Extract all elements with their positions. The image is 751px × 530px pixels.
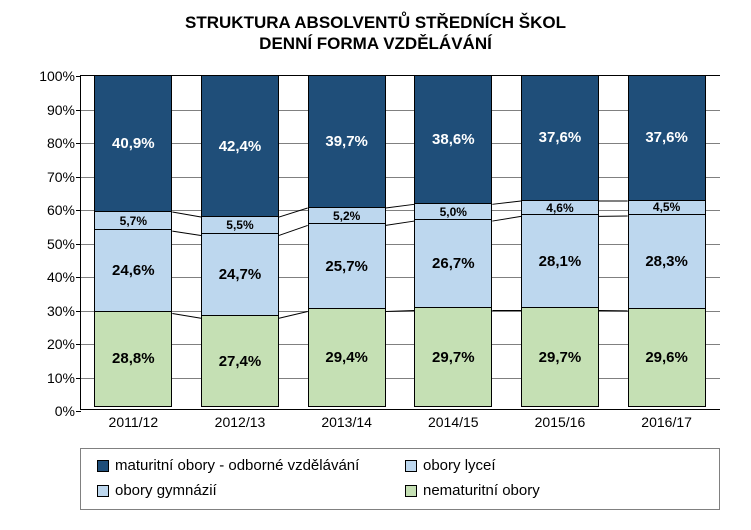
legend-swatch-maturitni	[97, 460, 109, 472]
x-axis-labels: 2011/122012/132013/142014/152015/162016/…	[80, 414, 720, 430]
y-axis-label: 100%	[29, 68, 75, 84]
bar-segment-nematuritni: 29,4%	[308, 308, 386, 406]
legend-item-gymn: obory gymnázií	[97, 482, 395, 499]
bar-segment-gymn: 24,7%	[201, 233, 279, 316]
y-axis-label: 50%	[29, 236, 75, 252]
x-axis-label: 2014/15	[400, 414, 507, 430]
y-axis-label: 80%	[29, 135, 75, 151]
bar-segment-lycei: 5,0%	[414, 203, 492, 220]
bar-segment-gymn: 24,6%	[94, 229, 172, 311]
bar-segment-maturitni: 40,9%	[94, 75, 172, 212]
bar-segment-nematuritni: 29,7%	[521, 307, 599, 406]
bar-segment-nematuritni: 28,8%	[94, 311, 172, 407]
bar-segment-maturitni: 38,6%	[414, 75, 492, 204]
legend-item-nematuritni: nematuritní obory	[405, 482, 703, 499]
chart-title-line2: DENNÍ FORMA VZDĚLÁVÁNÍ	[0, 33, 751, 54]
x-axis-label: 2013/14	[293, 414, 400, 430]
legend-label: maturitní obory - odborné vzdělávání	[115, 457, 359, 474]
y-axis-label: 90%	[29, 102, 75, 118]
y-axis-label: 10%	[29, 370, 75, 386]
y-axis-label: 30%	[29, 303, 75, 319]
bar-segment-lycei: 5,5%	[201, 216, 279, 234]
bar-column: 39,7%5,2%25,7%29,4%	[308, 75, 386, 410]
chart-title-line1: STRUKTURA ABSOLVENTŮ STŘEDNÍCH ŠKOL	[0, 12, 751, 33]
legend: maturitní obory - odborné vzdělávání obor…	[80, 448, 720, 510]
bar-segment-lycei: 5,2%	[308, 207, 386, 224]
legend-swatch-lycei	[405, 460, 417, 472]
y-axis-label: 60%	[29, 202, 75, 218]
chart-container: STRUKTURA ABSOLVENTŮ STŘEDNÍCH ŠKOL DENN…	[0, 0, 751, 530]
bar-segment-gymn: 28,1%	[521, 214, 599, 308]
chart-title: STRUKTURA ABSOLVENTŮ STŘEDNÍCH ŠKOL DENN…	[0, 0, 751, 55]
bar-segment-lycei: 5,7%	[94, 211, 172, 230]
legend-swatch-nematuritni	[405, 485, 417, 497]
bar-segment-maturitni: 39,7%	[308, 75, 386, 208]
bar-segment-lycei: 4,5%	[628, 200, 706, 215]
bar-segment-maturitni: 37,6%	[521, 75, 599, 201]
bar-column: 42,4%5,5%24,7%27,4%	[201, 75, 279, 410]
legend-item-lycei: obory lyceí	[405, 457, 703, 474]
legend-swatch-gymn	[97, 485, 109, 497]
legend-label: nematuritní obory	[423, 482, 540, 499]
bar-column: 40,9%5,7%24,6%28,8%	[94, 75, 172, 410]
bar-segment-nematuritni: 27,4%	[201, 315, 279, 407]
bar-segment-maturitni: 37,6%	[628, 75, 706, 201]
bar-segment-gymn: 25,7%	[308, 223, 386, 309]
y-axis-label: 70%	[29, 169, 75, 185]
y-axis-label: 40%	[29, 269, 75, 285]
bar-segment-gymn: 28,3%	[628, 214, 706, 309]
legend-label: obory gymnázií	[115, 482, 217, 499]
legend-label: obory lyceí	[423, 457, 496, 474]
bar-column: 37,6%4,5%28,3%29,6%	[628, 75, 706, 410]
bar-segment-lycei: 4,6%	[521, 200, 599, 215]
y-axis-label: 20%	[29, 336, 75, 352]
bar-column: 37,6%4,6%28,1%29,7%	[521, 75, 599, 410]
bar-column: 38,6%5,0%26,7%29,7%	[414, 75, 492, 410]
y-axis-label: 0%	[29, 403, 75, 419]
bar-segment-nematuritni: 29,7%	[414, 307, 492, 406]
x-axis-label: 2015/16	[507, 414, 614, 430]
plot-area: 0%10%20%30%40%50%60%70%80%90%100% 40,9%5…	[80, 75, 720, 410]
x-axis-label: 2011/12	[80, 414, 187, 430]
legend-item-maturitni: maturitní obory - odborné vzdělávání	[97, 457, 395, 474]
bar-segment-gymn: 26,7%	[414, 219, 492, 308]
bar-segment-nematuritni: 29,6%	[628, 308, 706, 407]
bar-segment-maturitni: 42,4%	[201, 75, 279, 217]
x-axis-label: 2016/17	[613, 414, 720, 430]
y-tick	[76, 411, 81, 412]
x-axis-label: 2012/13	[187, 414, 294, 430]
